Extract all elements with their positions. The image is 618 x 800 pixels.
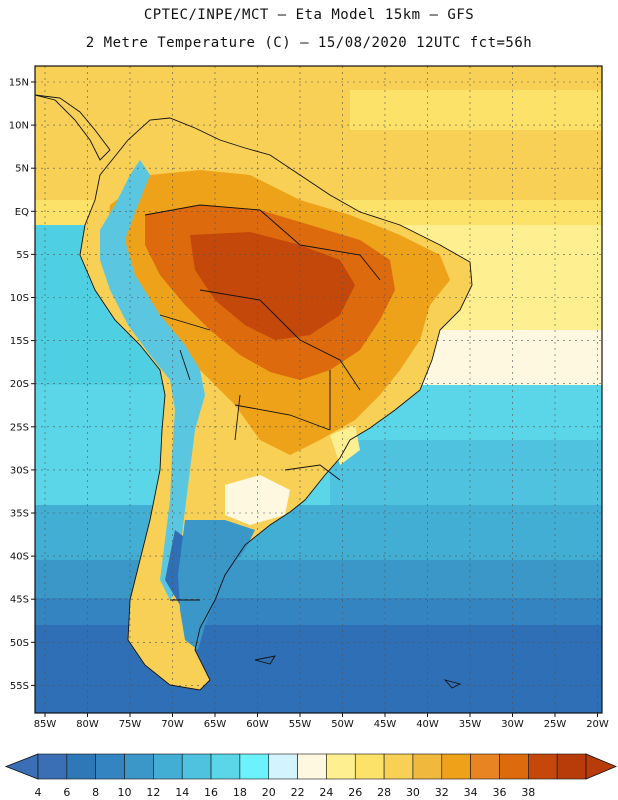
colorbar-label: 10 bbox=[118, 786, 132, 799]
lat-label: 30S bbox=[10, 465, 29, 476]
colorbar-swatch bbox=[153, 753, 183, 780]
colorbar-label: 28 bbox=[377, 786, 391, 799]
colorbar-swatch bbox=[239, 753, 270, 780]
colorbar-label: 30 bbox=[406, 786, 420, 799]
colorbar-swatch bbox=[412, 753, 443, 780]
lon-label: 30W bbox=[501, 719, 524, 730]
colorbar-swatch bbox=[95, 753, 125, 780]
colorbar-swatch bbox=[528, 753, 558, 780]
lat-label: 50S bbox=[10, 638, 29, 649]
colorbar-swatch bbox=[181, 753, 212, 780]
lon-label: 50W bbox=[331, 719, 354, 730]
colorbar-swatch bbox=[441, 753, 471, 780]
colorbar-label: 14 bbox=[175, 786, 189, 799]
lat-label: 10N bbox=[9, 121, 29, 132]
colorbar-swatch bbox=[268, 753, 298, 780]
lon-label: 25W bbox=[544, 719, 567, 730]
lat-label: 5S bbox=[16, 250, 29, 261]
lon-label: 85W bbox=[34, 719, 57, 730]
lat-label: 55S bbox=[10, 681, 29, 692]
colorbar-swatch bbox=[210, 753, 241, 780]
lon-label: 40W bbox=[416, 719, 439, 730]
lon-label: 35W bbox=[459, 719, 482, 730]
colorbar-arrow-high bbox=[585, 753, 618, 780]
colorbar-label: 18 bbox=[233, 786, 247, 799]
colorbar-swatch bbox=[470, 753, 500, 780]
coastline-central-america bbox=[35, 94, 111, 161]
lon-label: 45W bbox=[374, 719, 397, 730]
lon-label: 55W bbox=[289, 719, 312, 730]
colorbar-label: 32 bbox=[435, 786, 449, 799]
lat-label: 15S bbox=[10, 336, 29, 347]
patagonia bbox=[178, 520, 255, 650]
coastline-south-america bbox=[79, 117, 473, 691]
colorbar-label: 24 bbox=[319, 786, 333, 799]
lon-label: 70W bbox=[161, 719, 184, 730]
map-title: CPTEC/INPE/MCT – Eta Model 15km – GFS bbox=[143, 7, 475, 23]
colorbar-swatch bbox=[556, 753, 587, 780]
colorbar-swatch bbox=[326, 753, 356, 780]
lat-label: 20S bbox=[10, 379, 29, 390]
longitude-labels: 85W 80W 75W 70W 65W 60W 55W 50W 45W 40W 35W 30W 25W 2… bbox=[34, 713, 609, 730]
colorbar-swatch bbox=[354, 753, 385, 780]
colorbar-swatch bbox=[499, 753, 529, 780]
lat-label: 40S bbox=[10, 552, 29, 563]
colorbar-label: 20 bbox=[262, 786, 276, 799]
colorbar-label: 36 bbox=[492, 786, 506, 799]
colorbar-label: 6 bbox=[63, 786, 70, 799]
colorbar-swatch bbox=[124, 753, 154, 780]
lon-label: 20W bbox=[586, 719, 609, 730]
coastlines bbox=[35, 94, 473, 691]
lat-label: 35S bbox=[10, 509, 29, 520]
colorbar: 4 6 8 10 12 14 16 18 20 22 24 26 28 30 32 34 36 38 bbox=[4, 753, 618, 799]
colorbar-label: 38 bbox=[521, 786, 535, 799]
colorbar-swatch bbox=[383, 753, 414, 780]
graticule bbox=[35, 66, 602, 713]
lon-label: 65W bbox=[204, 719, 227, 730]
colorbar-label: 26 bbox=[348, 786, 362, 799]
colorbar-swatch bbox=[297, 753, 327, 780]
lon-label: 80W bbox=[76, 719, 99, 730]
colorbar-label: 22 bbox=[291, 786, 305, 799]
map-subtitle: 2 Metre Temperature (C) – 15/08/2020 12U… bbox=[85, 35, 533, 51]
lat-label: 5N bbox=[15, 164, 29, 175]
country-borders bbox=[144, 204, 381, 601]
map-field bbox=[35, 66, 602, 713]
colorbar-swatch bbox=[66, 753, 96, 780]
lon-label: 75W bbox=[119, 719, 142, 730]
lat-label: 10S bbox=[10, 293, 29, 304]
colorbar-label: 16 bbox=[204, 786, 218, 799]
lat-label: 25S bbox=[10, 422, 29, 433]
hottest-core bbox=[190, 232, 355, 340]
colorbar-arrow-low bbox=[4, 753, 39, 780]
colorbar-swatch bbox=[37, 753, 68, 780]
lat-label: 15N bbox=[9, 78, 29, 89]
map-frame bbox=[34, 65, 603, 714]
colorbar-label: 12 bbox=[146, 786, 160, 799]
colorbar-label: 4 bbox=[35, 786, 42, 799]
lat-label: 45S bbox=[10, 595, 29, 606]
latitude-labels: 15N 10N 5N EQ 5S 10S 15S 20S 25S 30S 35S 40S 45S 50S 5… bbox=[9, 78, 35, 692]
colorbar-label: 8 bbox=[92, 786, 99, 799]
lat-label: EQ bbox=[15, 207, 29, 218]
andes-cold-strip bbox=[100, 160, 205, 600]
lon-label: 60W bbox=[246, 719, 269, 730]
colorbar-label: 34 bbox=[464, 786, 478, 799]
